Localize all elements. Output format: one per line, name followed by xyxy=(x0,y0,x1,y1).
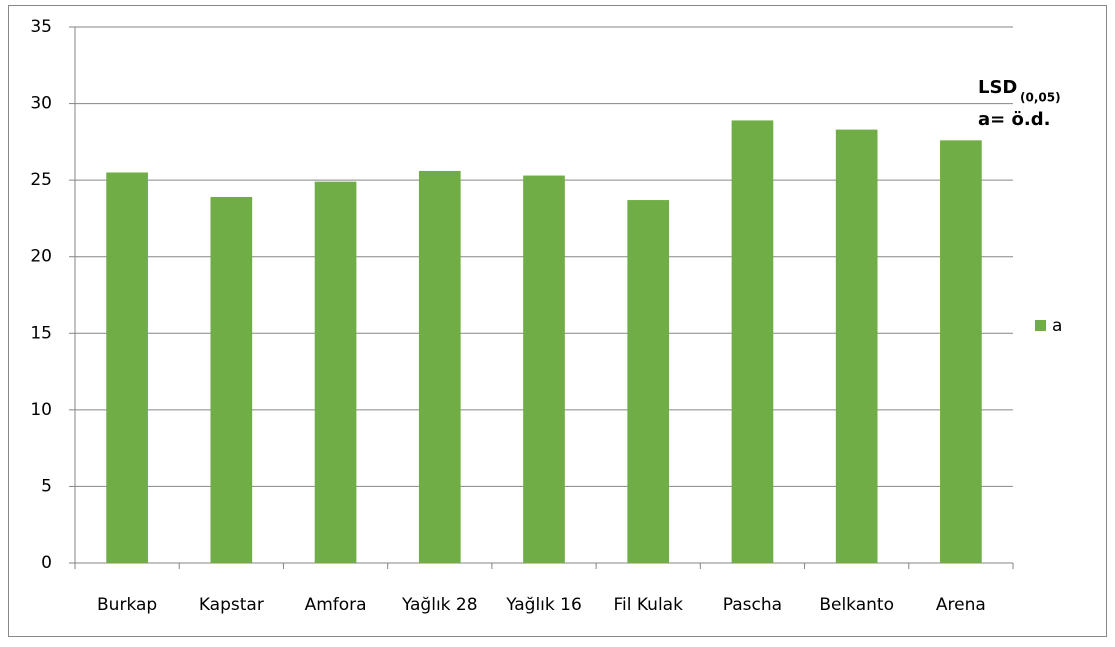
y-tick-label: 25 xyxy=(30,170,52,190)
bar xyxy=(418,170,461,563)
annotation: LSD xyxy=(978,77,1017,98)
x-tick-label: Burkap xyxy=(97,595,157,615)
bar xyxy=(106,172,148,563)
bar xyxy=(835,129,878,563)
y-tick-label: 30 xyxy=(30,94,52,114)
bar xyxy=(210,196,253,563)
y-tick-label: 15 xyxy=(30,323,52,343)
y-tick-label: 35 xyxy=(30,17,52,37)
x-tick-label: Yağlık 28 xyxy=(401,595,478,615)
y-tick-label: 0 xyxy=(41,553,52,573)
x-tick-label: Yağlık 16 xyxy=(505,595,582,615)
annotation-subscript: (0,05) xyxy=(1020,91,1061,105)
legend-label: a xyxy=(1052,316,1062,336)
bar xyxy=(523,175,565,563)
x-tick-label: Pascha xyxy=(723,595,782,615)
x-tick-label: Arena xyxy=(936,595,986,615)
y-tick-label: 20 xyxy=(30,247,52,267)
bar xyxy=(940,140,982,563)
y-tick-label: 10 xyxy=(30,400,52,420)
bar xyxy=(314,181,357,563)
x-tick-label: Amfora xyxy=(305,595,367,615)
legend-swatch xyxy=(1035,320,1046,331)
x-tick-label: Fil Kulak xyxy=(613,595,683,615)
y-tick-label: 5 xyxy=(41,476,52,496)
x-tick-label: Belkanto xyxy=(819,595,894,615)
x-tick-label: Kapstar xyxy=(199,595,264,615)
bar xyxy=(731,120,774,563)
bar xyxy=(627,200,670,563)
annotation: a= ö.d. xyxy=(978,109,1050,130)
